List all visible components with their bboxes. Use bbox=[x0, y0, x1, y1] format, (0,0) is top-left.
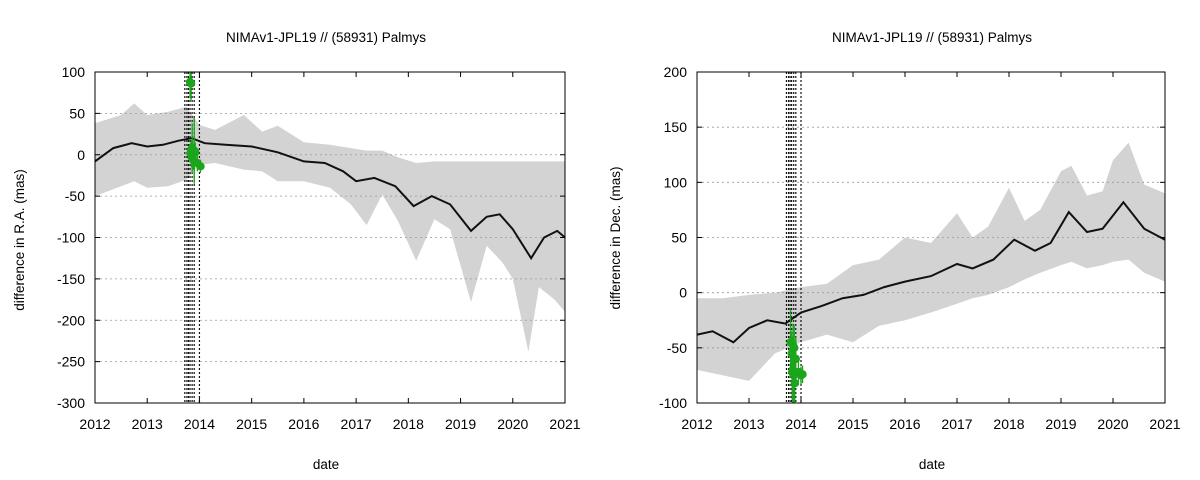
x-axis-label: date bbox=[313, 457, 339, 472]
difference-line bbox=[697, 200, 1165, 344]
x-tick-label: 2014 bbox=[785, 416, 816, 432]
x-tick-label: 2015 bbox=[236, 416, 267, 432]
y-tick-label: 100 bbox=[62, 64, 86, 80]
y-axis-label: difference in Dec. (mas) bbox=[608, 166, 623, 309]
x-tick-label: 2018 bbox=[393, 416, 424, 432]
y-tick-label: 200 bbox=[664, 64, 688, 80]
x-tick-label: 2012 bbox=[681, 416, 712, 432]
uncertainty-band bbox=[697, 142, 1165, 381]
observation-point bbox=[794, 367, 803, 377]
y-tick-label: -100 bbox=[659, 395, 687, 411]
y-tick-label: -50 bbox=[65, 188, 85, 204]
y-tick-label: -200 bbox=[57, 312, 85, 328]
observation-point bbox=[196, 162, 205, 171]
chart-title: NIMAv1-JPL19 // (58931) Palmys bbox=[226, 30, 426, 45]
x-tick-label: 2016 bbox=[889, 416, 920, 432]
x-tick-label: 2017 bbox=[941, 416, 972, 432]
x-tick-label: 2016 bbox=[288, 416, 319, 432]
y-tick-label: -100 bbox=[57, 230, 85, 246]
chart-ra-difference: NIMAv1-JPL19 // (58931) Palmys date diff… bbox=[12, 30, 581, 472]
y-tick-label: -300 bbox=[57, 395, 85, 411]
x-tick-label: 2015 bbox=[837, 416, 868, 432]
y-tick-label: -250 bbox=[57, 354, 85, 370]
x-tick-label: 2021 bbox=[549, 416, 580, 432]
y-tick-label: -150 bbox=[57, 271, 85, 287]
x-tick-label: 2021 bbox=[1149, 416, 1180, 432]
x-tick-label: 2014 bbox=[184, 416, 215, 432]
uncertainty-band bbox=[95, 103, 565, 352]
x-tick-label: 2020 bbox=[1097, 416, 1128, 432]
x-tick-label: 2013 bbox=[733, 416, 764, 432]
x-tick-label: 2018 bbox=[993, 416, 1024, 432]
chart-title: NIMAv1-JPL19 // (58931) Palmys bbox=[832, 30, 1032, 45]
y-tick-label: -50 bbox=[667, 340, 687, 356]
x-tick-label: 2020 bbox=[497, 416, 528, 432]
x-tick-label: 2019 bbox=[1045, 416, 1076, 432]
observation-point bbox=[186, 79, 196, 88]
y-tick-label: 0 bbox=[77, 147, 85, 163]
observation-point bbox=[787, 367, 797, 377]
observation-point bbox=[790, 343, 799, 353]
x-tick-label: 2017 bbox=[341, 416, 372, 432]
y-tick-label: 100 bbox=[664, 174, 688, 190]
x-tick-label: 2013 bbox=[132, 416, 163, 432]
y-tick-label: 50 bbox=[671, 230, 687, 246]
y-tick-label: 0 bbox=[679, 285, 687, 301]
x-tick-label: 2012 bbox=[79, 416, 110, 432]
chart-dec-difference: NIMAv1-JPL19 // (58931) Palmys date diff… bbox=[608, 30, 1181, 472]
y-tick-label: 50 bbox=[69, 105, 85, 121]
x-axis-label: date bbox=[919, 457, 945, 472]
y-axis-label: difference in R.A. (mas) bbox=[12, 169, 27, 311]
difference-line bbox=[95, 137, 565, 261]
y-tick-label: 150 bbox=[664, 119, 688, 135]
observation-point bbox=[191, 148, 200, 157]
x-tick-label: 2019 bbox=[445, 416, 476, 432]
